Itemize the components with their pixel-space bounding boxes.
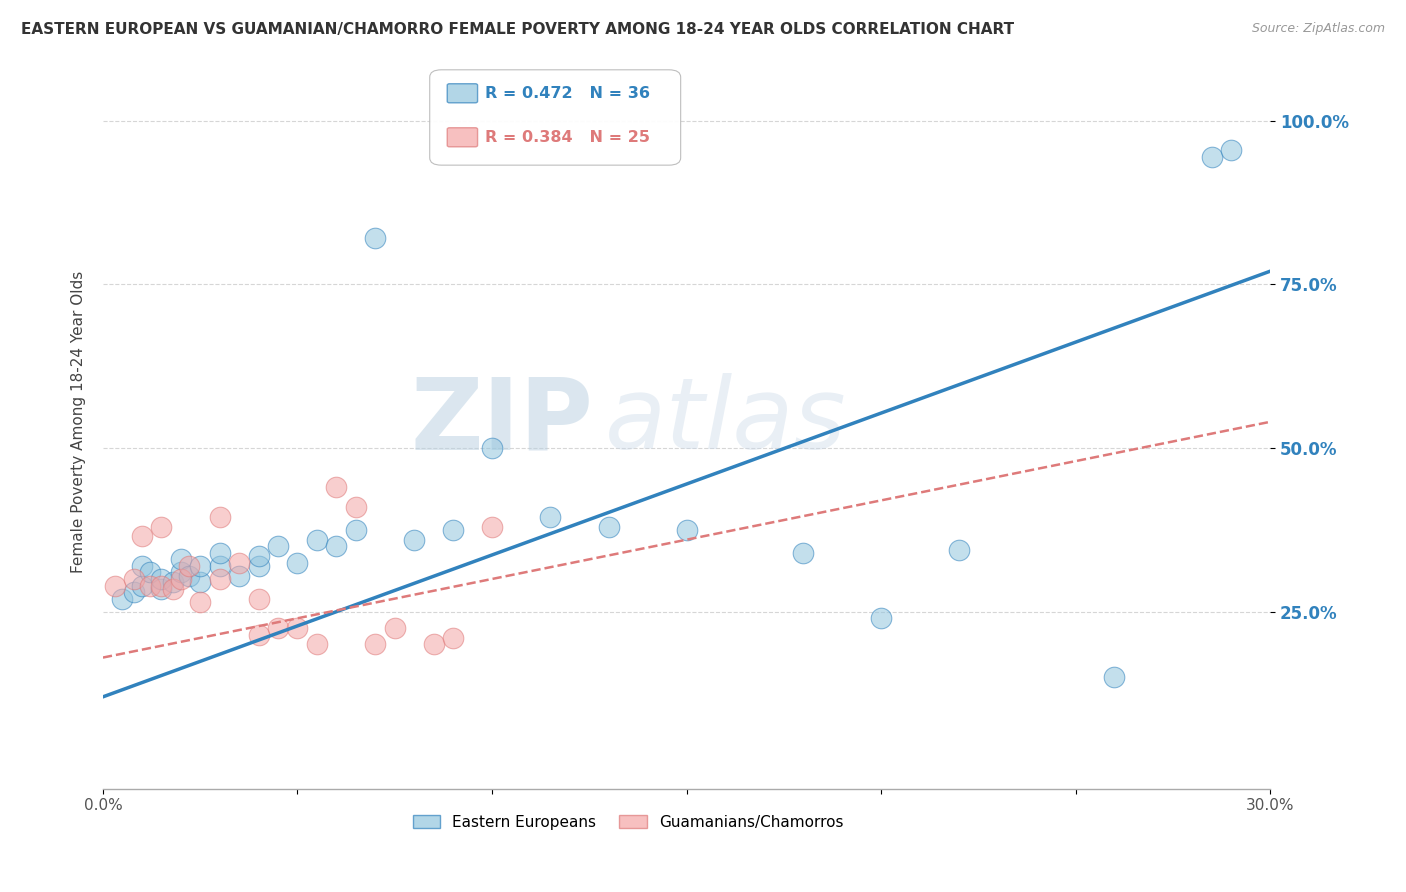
- Point: [138, 578, 160, 592]
- Point: [364, 637, 387, 651]
- Point: [364, 231, 387, 245]
- Point: [481, 441, 503, 455]
- Point: [1104, 670, 1126, 684]
- Point: [325, 480, 347, 494]
- Point: [177, 558, 200, 573]
- Point: [228, 556, 250, 570]
- Text: atlas: atlas: [605, 374, 846, 470]
- Point: [247, 591, 270, 606]
- Point: [481, 519, 503, 533]
- Point: [247, 549, 270, 563]
- Point: [305, 533, 328, 547]
- Point: [131, 578, 153, 592]
- Point: [188, 558, 211, 573]
- Point: [150, 572, 173, 586]
- Point: [422, 637, 444, 651]
- Point: [177, 568, 200, 582]
- Y-axis label: Female Poverty Among 18-24 Year Olds: Female Poverty Among 18-24 Year Olds: [72, 270, 86, 573]
- FancyBboxPatch shape: [447, 128, 478, 147]
- Point: [208, 558, 231, 573]
- Point: [150, 578, 173, 592]
- Point: [792, 546, 814, 560]
- Point: [208, 509, 231, 524]
- Point: [162, 575, 184, 590]
- Text: ZIP: ZIP: [411, 374, 593, 470]
- Point: [1220, 143, 1243, 157]
- Point: [384, 621, 406, 635]
- Point: [131, 529, 153, 543]
- Point: [228, 568, 250, 582]
- Point: [267, 621, 290, 635]
- Point: [344, 523, 367, 537]
- Point: [208, 546, 231, 560]
- Point: [267, 539, 290, 553]
- Point: [170, 566, 193, 580]
- Point: [188, 595, 211, 609]
- Legend: Eastern Europeans, Guamanians/Chamorros: Eastern Europeans, Guamanians/Chamorros: [406, 809, 849, 836]
- FancyBboxPatch shape: [447, 84, 478, 103]
- Point: [538, 509, 561, 524]
- Point: [150, 519, 173, 533]
- Point: [870, 611, 893, 625]
- Point: [170, 552, 193, 566]
- Point: [138, 566, 160, 580]
- Point: [162, 582, 184, 596]
- Point: [208, 572, 231, 586]
- Point: [1201, 150, 1223, 164]
- Point: [188, 575, 211, 590]
- Point: [675, 523, 697, 537]
- Point: [122, 585, 145, 599]
- Point: [103, 578, 125, 592]
- Point: [287, 621, 309, 635]
- Text: R = 0.472   N = 36: R = 0.472 N = 36: [485, 86, 650, 101]
- Point: [325, 539, 347, 553]
- Point: [170, 572, 193, 586]
- Point: [247, 627, 270, 641]
- Text: EASTERN EUROPEAN VS GUAMANIAN/CHAMORRO FEMALE POVERTY AMONG 18-24 YEAR OLDS CORR: EASTERN EUROPEAN VS GUAMANIAN/CHAMORRO F…: [21, 22, 1014, 37]
- Point: [122, 572, 145, 586]
- Point: [344, 500, 367, 514]
- Point: [305, 637, 328, 651]
- Point: [111, 591, 134, 606]
- Point: [948, 542, 970, 557]
- Text: R = 0.384   N = 25: R = 0.384 N = 25: [485, 129, 650, 145]
- Point: [598, 519, 620, 533]
- Point: [131, 558, 153, 573]
- Point: [287, 556, 309, 570]
- Point: [247, 558, 270, 573]
- Point: [441, 631, 464, 645]
- FancyBboxPatch shape: [430, 70, 681, 165]
- Point: [404, 533, 426, 547]
- Point: [150, 582, 173, 596]
- Text: Source: ZipAtlas.com: Source: ZipAtlas.com: [1251, 22, 1385, 36]
- Point: [441, 523, 464, 537]
